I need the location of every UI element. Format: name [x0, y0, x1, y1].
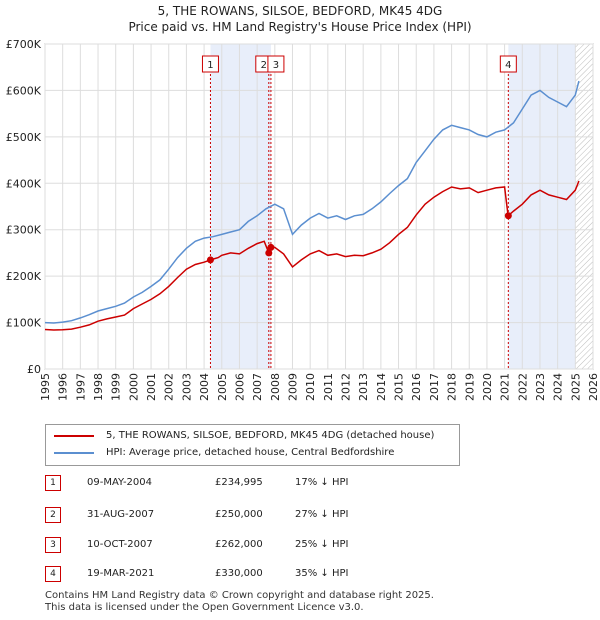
x-tick-label: 2011 [322, 373, 335, 401]
y-tick-label: £400K [6, 177, 42, 190]
x-tick-label: 2016 [410, 373, 423, 401]
sale-label-box [201, 55, 219, 73]
x-tick-label: 2020 [481, 373, 494, 401]
x-tick-label: 2015 [393, 373, 406, 401]
footer-line-1: Contains HM Land Registry data © Crown c… [45, 590, 434, 601]
x-tick-label: 2024 [552, 373, 565, 401]
sale-label: 1 [207, 60, 213, 71]
legend-swatch-property [54, 434, 94, 437]
sale-label: 3 [273, 60, 279, 71]
chart-legend: 5, THE ROWANS, SILSOE, BEDFORD, MK45 4DG… [45, 424, 460, 466]
series-line-property [44, 180, 580, 331]
plot-area [44, 43, 594, 370]
y-tick-label: £300K [6, 224, 42, 237]
x-tick-label: 2001 [145, 373, 158, 401]
transaction-date: 10-OCT-2007 [87, 539, 153, 550]
legend-label-hpi: HPI: Average price, detached house, Cent… [106, 447, 395, 458]
transaction-price: £250,000 [215, 509, 263, 520]
sale-point [265, 249, 273, 257]
x-tick-label: 2026 [587, 373, 600, 401]
sale-point [267, 243, 275, 251]
transaction-number: 2 [45, 507, 61, 523]
x-tick-label: 2002 [163, 373, 176, 401]
x-tick-label: 2007 [251, 373, 264, 401]
price-chart: £0 £100K £200K £300K £400K £500K £600K £700K 199… [6, 38, 600, 401]
sale-label: 2 [261, 60, 267, 71]
legend-swatch-hpi [54, 451, 94, 454]
y-tick-label: £700K [6, 38, 42, 51]
transaction-hpi: 27% ↓ HPI [295, 509, 349, 520]
transaction-hpi: 17% ↓ HPI [295, 477, 349, 488]
transaction-number: 4 [45, 566, 61, 582]
transaction-number: 1 [45, 475, 61, 491]
y-tick-label: £0 [27, 363, 41, 376]
footer-line-2: This data is licensed under the Open Gov… [45, 602, 364, 613]
sale-point [206, 256, 214, 264]
legend-label-property: 5, THE ROWANS, SILSOE, BEDFORD, MK45 4DG… [106, 430, 435, 441]
x-tick-label: 2012 [340, 373, 353, 401]
x-tick-label: 2021 [499, 373, 512, 401]
sale-label-box [499, 55, 517, 73]
sale-label-box [267, 55, 285, 73]
x-tick-label: 1999 [110, 373, 123, 401]
x-tick-label: 2019 [463, 373, 476, 401]
series-line-hpi [44, 80, 580, 324]
x-tick-label: 1997 [74, 373, 87, 401]
y-tick-label: £100K [6, 317, 42, 330]
transaction-date: 09-MAY-2004 [87, 477, 153, 488]
x-tick-label: 1995 [39, 373, 52, 401]
sale-label: 4 [505, 60, 511, 71]
x-tick-label: 2006 [233, 373, 246, 401]
forecast-hatch [575, 44, 593, 369]
x-tick-label: 1996 [57, 373, 70, 401]
x-tick-label: 2018 [446, 373, 459, 401]
y-tick-label: £200K [6, 270, 42, 283]
y-tick-label: £500K [6, 131, 42, 144]
transaction-price: £330,000 [215, 568, 263, 579]
x-tick-label: 2022 [516, 373, 529, 401]
x-tick-label: 1998 [92, 373, 105, 401]
x-tick-label: 2010 [304, 373, 317, 401]
chart-title: 5, THE ROWANS, SILSOE, BEDFORD, MK45 4DG [157, 4, 443, 18]
transaction-number: 3 [45, 537, 61, 553]
transaction-date: 31-AUG-2007 [87, 509, 155, 520]
transaction-date: 19-MAR-2021 [87, 568, 155, 579]
x-tick-label: 2009 [286, 373, 299, 401]
transaction-hpi: 25% ↓ HPI [295, 539, 349, 550]
chart-subtitle: Price paid vs. HM Land Registry's House … [128, 20, 472, 34]
legend-item-property: 5, THE ROWANS, SILSOE, BEDFORD, MK45 4DG… [54, 430, 434, 441]
transaction-price: £234,995 [215, 477, 263, 488]
x-tick-label: 2014 [375, 373, 388, 401]
legend-item-hpi: HPI: Average price, detached house, Cent… [54, 447, 394, 458]
sale-point [504, 212, 512, 220]
shaded-span [210, 44, 271, 369]
footer-attribution: Contains HM Land Registry data © Crown c… [45, 590, 434, 614]
x-tick-label: 2025 [569, 373, 582, 401]
y-tick-label: £600K [6, 84, 42, 97]
x-tick-label: 2004 [198, 373, 211, 401]
x-tick-label: 2005 [216, 373, 229, 401]
x-tick-label: 2017 [428, 373, 441, 401]
x-tick-label: 2008 [269, 373, 282, 401]
x-tick-label: 2003 [180, 373, 193, 401]
x-tick-label: 2013 [357, 373, 370, 401]
transaction-price: £262,000 [215, 539, 263, 550]
transaction-hpi: 35% ↓ HPI [295, 568, 349, 579]
x-tick-label: 2023 [534, 373, 547, 401]
x-tick-label: 2000 [127, 373, 140, 401]
